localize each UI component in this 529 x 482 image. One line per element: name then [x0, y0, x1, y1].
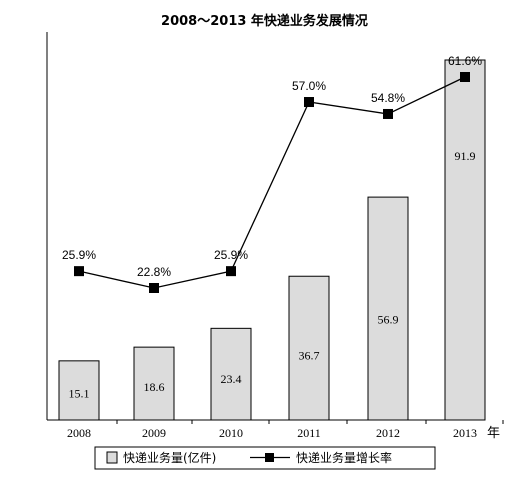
rate-value-label-2013: 61.6% — [448, 54, 482, 68]
bar-2013 — [444, 59, 486, 421]
legend-line-label: 快递业务量增长率 — [296, 450, 392, 465]
x-tick-label-2010: 2010 — [219, 426, 243, 440]
bar-2010 — [210, 327, 252, 421]
rate-marker-2011 — [304, 97, 314, 108]
legend-bar-label: 快递业务量(亿件) — [123, 450, 216, 465]
bar-value-label-2011: 36.7 — [299, 348, 320, 362]
bar-2012 — [367, 196, 409, 421]
rate-marker-2009 — [149, 283, 159, 293]
rate-marker-2010 — [226, 266, 236, 277]
rate-value-label-2009: 22.8% — [137, 265, 171, 279]
bar-2011 — [288, 275, 330, 421]
rate-value-label-2012: 54.8% — [371, 91, 405, 105]
x-tick-label-2012: 2012 — [376, 426, 400, 440]
legend-bar-swatch — [106, 451, 118, 464]
x-tick-label-2008: 2008 — [67, 426, 91, 440]
bars-layer: 15.1 18.6 23.4 36.7 56.9 91.9 — [58, 59, 486, 421]
chart-title: 2008～2013 年快递业务发展情况 — [161, 14, 368, 29]
rate-marker-2013 — [460, 72, 470, 82]
bar-value-label-2008: 15.1 — [69, 386, 90, 400]
rate-marker-2008 — [74, 266, 84, 277]
x-tick-label-2013: 2013 — [453, 426, 477, 440]
rate-value-label-2011: 57.0% — [292, 79, 326, 93]
rate-value-label-2010: 25.9% — [214, 248, 248, 262]
x-tick-label-2009: 2009 — [142, 426, 166, 440]
bar-2009 — [133, 346, 175, 421]
bar-value-label-2012: 56.9 — [378, 313, 399, 327]
x-tick-label-2011: 2011 — [297, 426, 321, 440]
x-ticks-layer: 2008 2009 2010 2011 2012 2013 — [67, 420, 504, 440]
legend: 快递业务量(亿件) 快递业务量增长率 — [94, 446, 436, 470]
bar-value-label-2013: 91.9 — [455, 149, 476, 163]
rate-line — [78, 76, 466, 289]
rate-value-label-2008: 25.9% — [62, 248, 96, 262]
bar-2008 — [58, 360, 100, 421]
rate-line-layer: 25.9% 22.8% 25.9% 57.0% 54.8% 61.6% — [62, 54, 482, 293]
x-unit-label: 年 — [487, 426, 500, 441]
bar-value-label-2009: 18.6 — [144, 380, 165, 394]
legend-line-marker — [265, 453, 274, 462]
rate-marker-2012 — [383, 108, 393, 119]
bar-value-label-2010: 23.4 — [221, 372, 242, 386]
